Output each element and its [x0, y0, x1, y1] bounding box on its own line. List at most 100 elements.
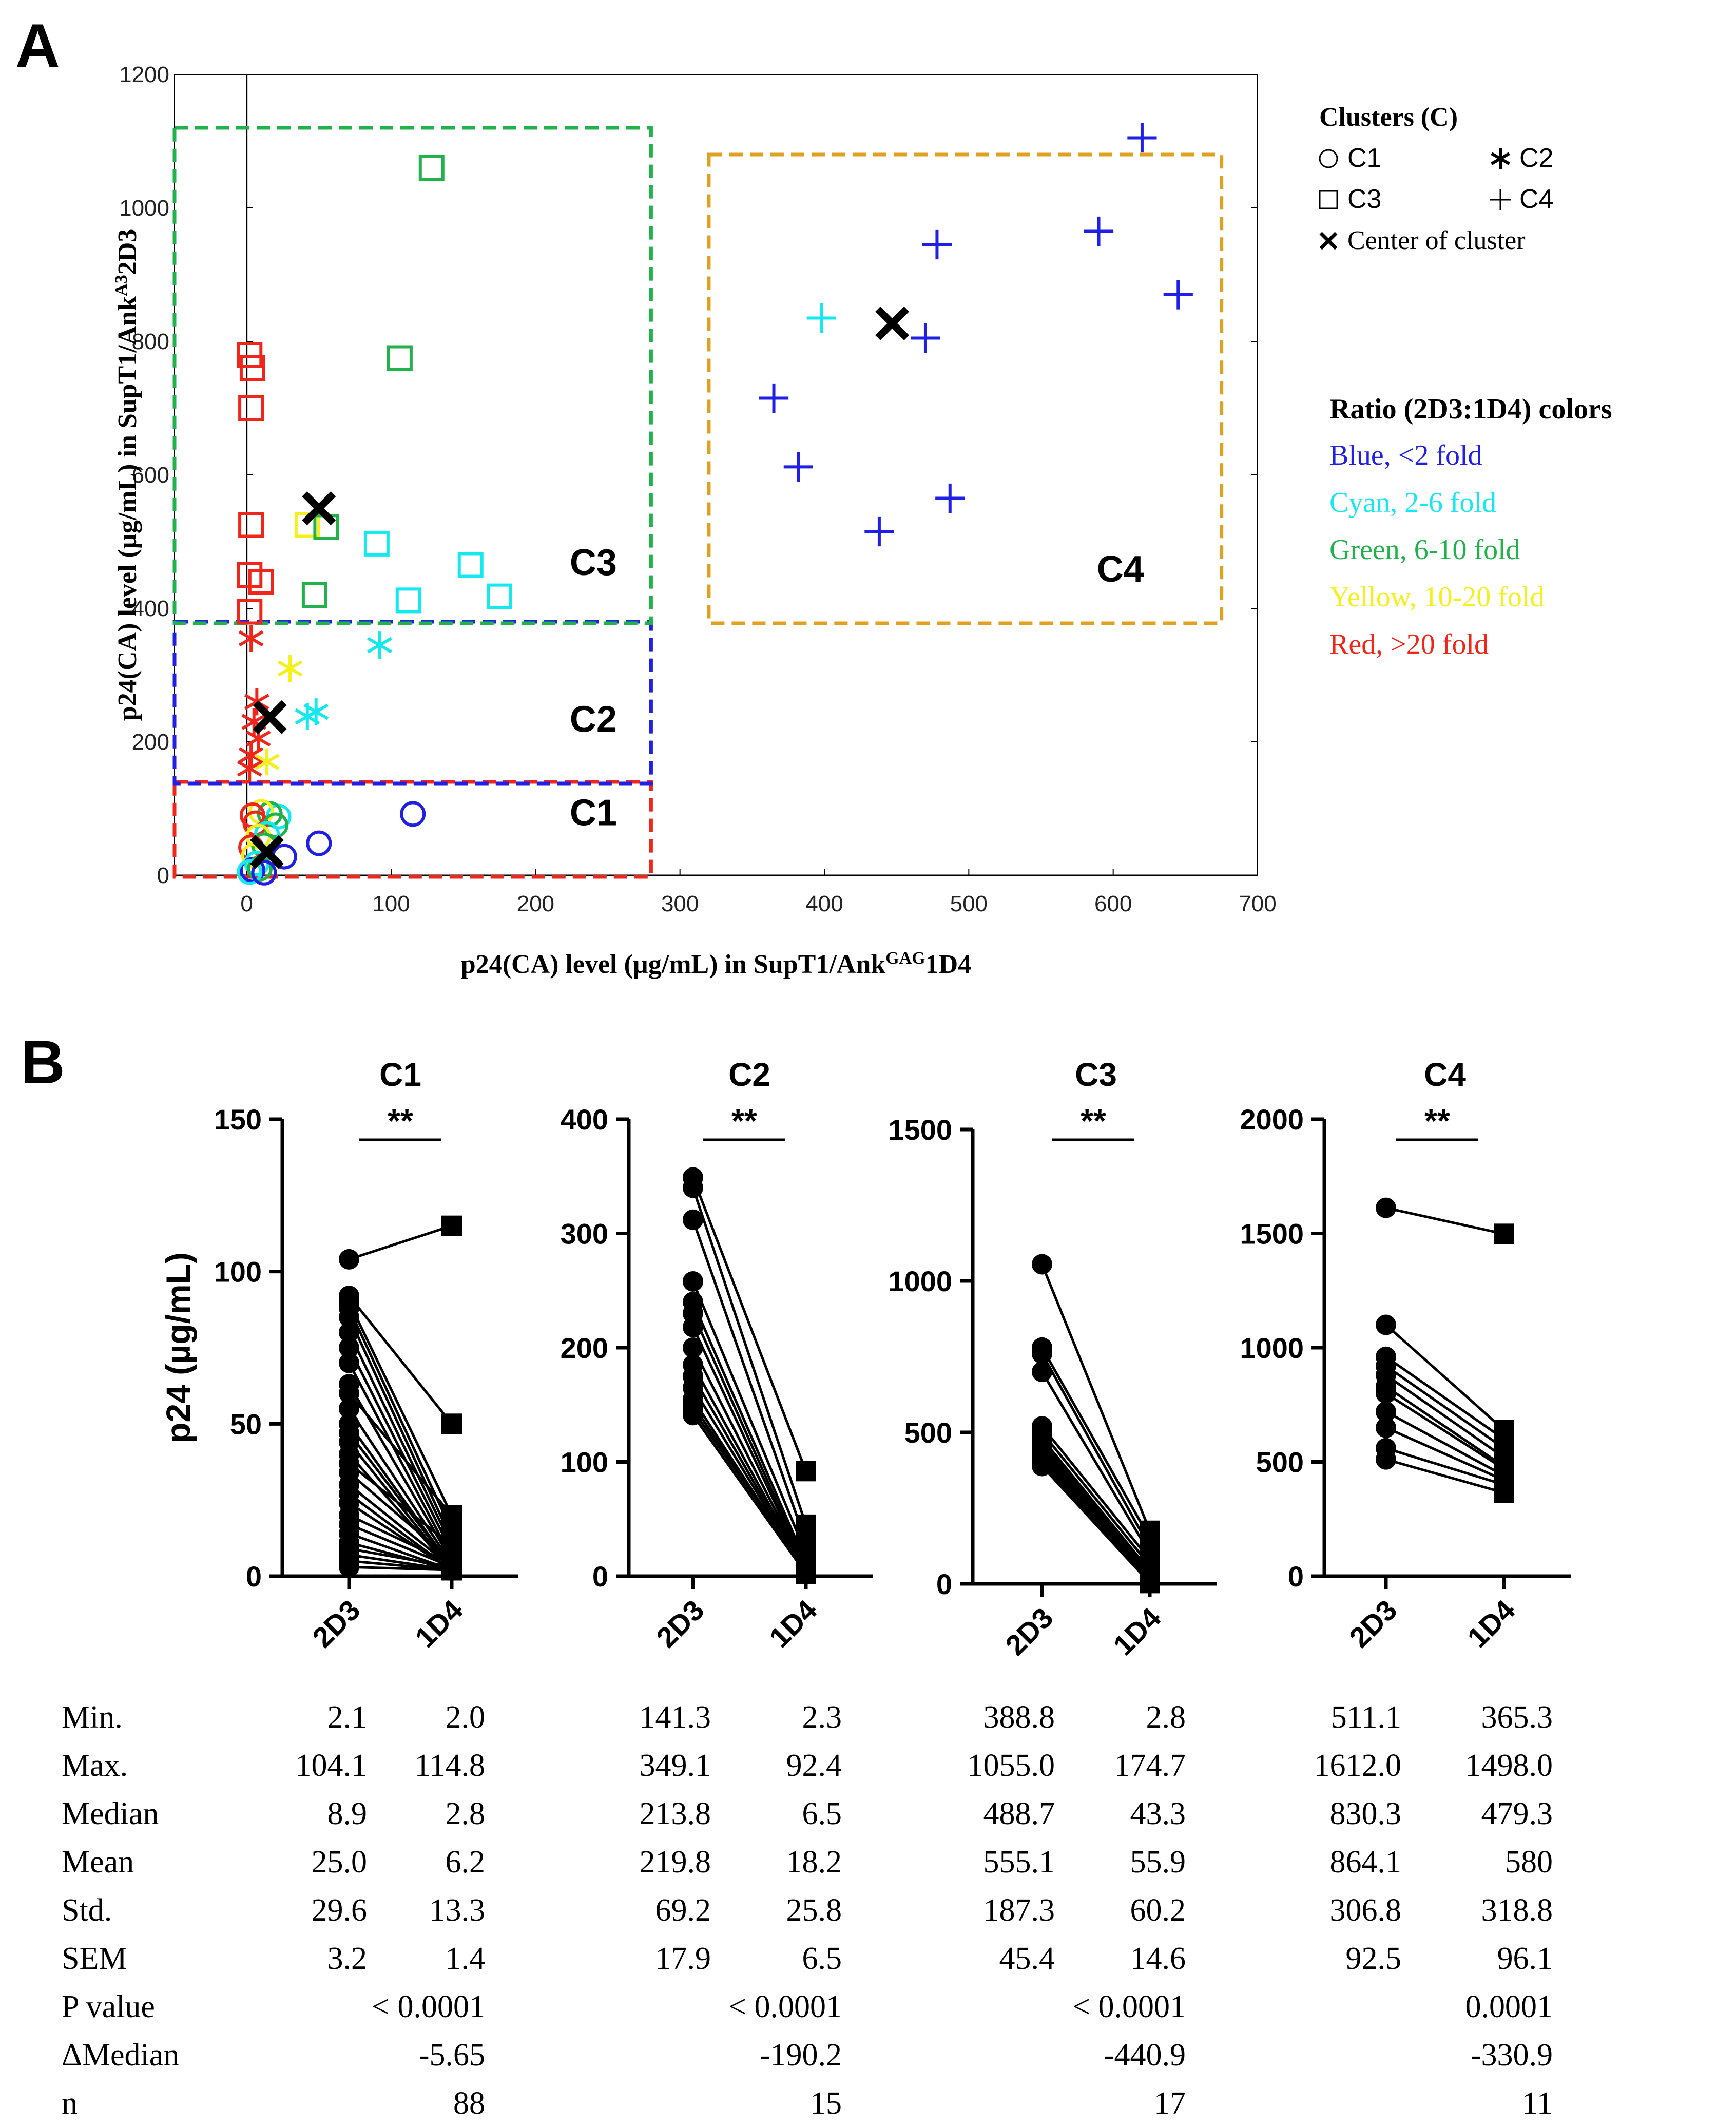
scatter-point — [922, 229, 952, 260]
stat-value-1d4: 6.5 — [802, 1941, 842, 1976]
scatter-point — [237, 342, 263, 368]
y-tick-label: 300 — [561, 1218, 608, 1250]
paired-line — [339, 1383, 462, 1526]
color-legend-item: Yellow, 10-20 fold — [1329, 581, 1544, 613]
scatter-point — [367, 631, 392, 659]
stat-value-1d4: 6.5 — [802, 1796, 842, 1831]
color-legend-item: Red, >20 fold — [1329, 628, 1489, 660]
paired-line — [683, 1405, 816, 1584]
y-tick-label: 100 — [561, 1446, 608, 1479]
cluster-label-c3: C3 — [570, 542, 617, 583]
legend-label: C3 — [1347, 184, 1381, 214]
stat-delta-median: -330.9 — [1471, 2038, 1553, 2073]
x-tick-label: 1D4 — [1461, 1594, 1521, 1654]
y-tick-label: 150 — [214, 1103, 262, 1136]
stat-value-1d4: 2.0 — [446, 1700, 486, 1735]
stat-value-1d4: 174.7 — [1114, 1748, 1186, 1783]
x-tick-label: 2D3 — [1343, 1594, 1403, 1654]
scatter-point — [237, 755, 262, 782]
stat-row-label: SEM — [62, 1941, 127, 1976]
stat-value-1d4: 43.3 — [1130, 1796, 1186, 1831]
x-tick-label: 0 — [240, 891, 253, 916]
y-tick-label: 1500 — [1240, 1218, 1304, 1250]
legend-symbol-plus — [1490, 189, 1511, 210]
stat-value-2d3: 29.6 — [312, 1893, 368, 1928]
paired-line — [1376, 1438, 1514, 1495]
y-axis-label: p24 (µg/mL) — [159, 1252, 197, 1443]
stat-value-2d3: 306.8 — [1330, 1893, 1402, 1928]
stat-value-1d4: 92.4 — [786, 1748, 842, 1783]
paired-line — [1032, 1455, 1160, 1594]
stat-value-1d4: 2.8 — [446, 1796, 486, 1831]
paired-chart-c1: C1 ** 0 50 100 150 2D3 1D4 p24 (µg/mL) — [159, 1056, 518, 1654]
stat-value-2d3: 141.3 — [640, 1700, 711, 1735]
chart-title: C1 — [379, 1056, 421, 1093]
cluster-center-c2 — [253, 700, 287, 734]
y-tick-label: 0 — [592, 1560, 608, 1593]
y-tick-label: 2000 — [1240, 1103, 1304, 1136]
y-axis-label: p24(CA) level (µg/mL) in SupT1/AnkA32D3 — [112, 229, 143, 721]
scatter-point — [254, 748, 280, 776]
y-tick-label: 0 — [1288, 1560, 1304, 1593]
y-tick-label: 400 — [132, 596, 169, 621]
scatter-point — [759, 383, 789, 413]
color-legend: Ratio (2D3:1D4) colors Blue, <2 fold Cyan,… — [1329, 393, 1612, 660]
stat-value-2d3: 8.9 — [327, 1796, 368, 1831]
paired-line — [1376, 1314, 1514, 1441]
legend-symbol-x — [1319, 232, 1338, 250]
stat-row-label: Max. — [62, 1748, 128, 1783]
stat-delta-median: -190.2 — [760, 2038, 842, 2073]
stat-value-1d4: 1498.0 — [1465, 1748, 1553, 1783]
stat-p-value: < 0.0001 — [1072, 1989, 1186, 2024]
cluster-box-c2 — [172, 620, 653, 786]
stat-value-1d4: 60.2 — [1130, 1893, 1186, 1928]
cluster-box-c4 — [707, 152, 1224, 625]
stat-value-2d3: 213.8 — [640, 1796, 711, 1831]
y-tick-label: 400 — [561, 1103, 608, 1136]
chart-title: C2 — [728, 1056, 770, 1093]
x-axis-label: p24(CA) level (µg/mL) in SupT1/AnkGAG1D4 — [461, 949, 971, 980]
significance-label: ** — [388, 1102, 413, 1139]
y-tick-label: 200 — [561, 1332, 608, 1364]
stat-value-2d3: 25.0 — [312, 1845, 368, 1880]
chart-title: C3 — [1075, 1056, 1117, 1093]
paired-line — [1376, 1449, 1514, 1503]
scatter-point — [294, 512, 320, 538]
y-tick-label: 1000 — [888, 1265, 952, 1297]
legend-symbol-circle — [1319, 149, 1338, 168]
stat-value-1d4: 96.1 — [1497, 1941, 1553, 1976]
stat-value-1d4: 479.3 — [1481, 1796, 1553, 1831]
stat-row-label: Median — [62, 1796, 159, 1831]
x-tick-label: 200 — [517, 891, 554, 916]
stat-row-label: n — [62, 2086, 78, 2121]
stat-row-label: ΔMedian — [62, 2038, 179, 2073]
cluster-center-c3 — [302, 491, 336, 525]
stat-value-1d4: 18.2 — [786, 1845, 842, 1880]
cluster-legend: Clusters (C) C1 C2 C3 C4 Center of cluster — [1319, 103, 1553, 255]
y-tick-label: 1000 — [119, 196, 169, 221]
paired-chart-c2: C2 ** 0 100 200 300 400 2D3 1D4 — [561, 1056, 873, 1654]
stat-value-2d3: 3.2 — [327, 1941, 368, 1976]
stat-value-2d3: 349.1 — [640, 1748, 711, 1783]
stat-value-2d3: 488.7 — [983, 1796, 1055, 1831]
significance-label: ** — [731, 1102, 757, 1139]
y-tick-label: 100 — [214, 1256, 262, 1288]
stat-value-2d3: 511.1 — [1331, 1700, 1401, 1735]
paired-line — [1376, 1401, 1514, 1486]
scatter-point — [1084, 216, 1114, 246]
cluster-box-c3 — [172, 126, 653, 625]
x-tick-label: 500 — [950, 891, 988, 916]
x-tick-label: 700 — [1239, 891, 1276, 916]
paired-line — [339, 1215, 462, 1270]
x-tick-label: 2D3 — [306, 1594, 366, 1654]
legend-label: C4 — [1519, 184, 1553, 214]
scatter-point — [400, 801, 426, 827]
x-tick-label: 600 — [1094, 891, 1132, 916]
legend-label: C1 — [1347, 143, 1381, 173]
scatter-point — [295, 703, 320, 730]
stat-n: 17 — [1154, 2086, 1186, 2121]
stat-value-2d3: 555.1 — [983, 1845, 1055, 1880]
scatter-point — [301, 582, 327, 608]
scatter-point — [387, 345, 413, 371]
